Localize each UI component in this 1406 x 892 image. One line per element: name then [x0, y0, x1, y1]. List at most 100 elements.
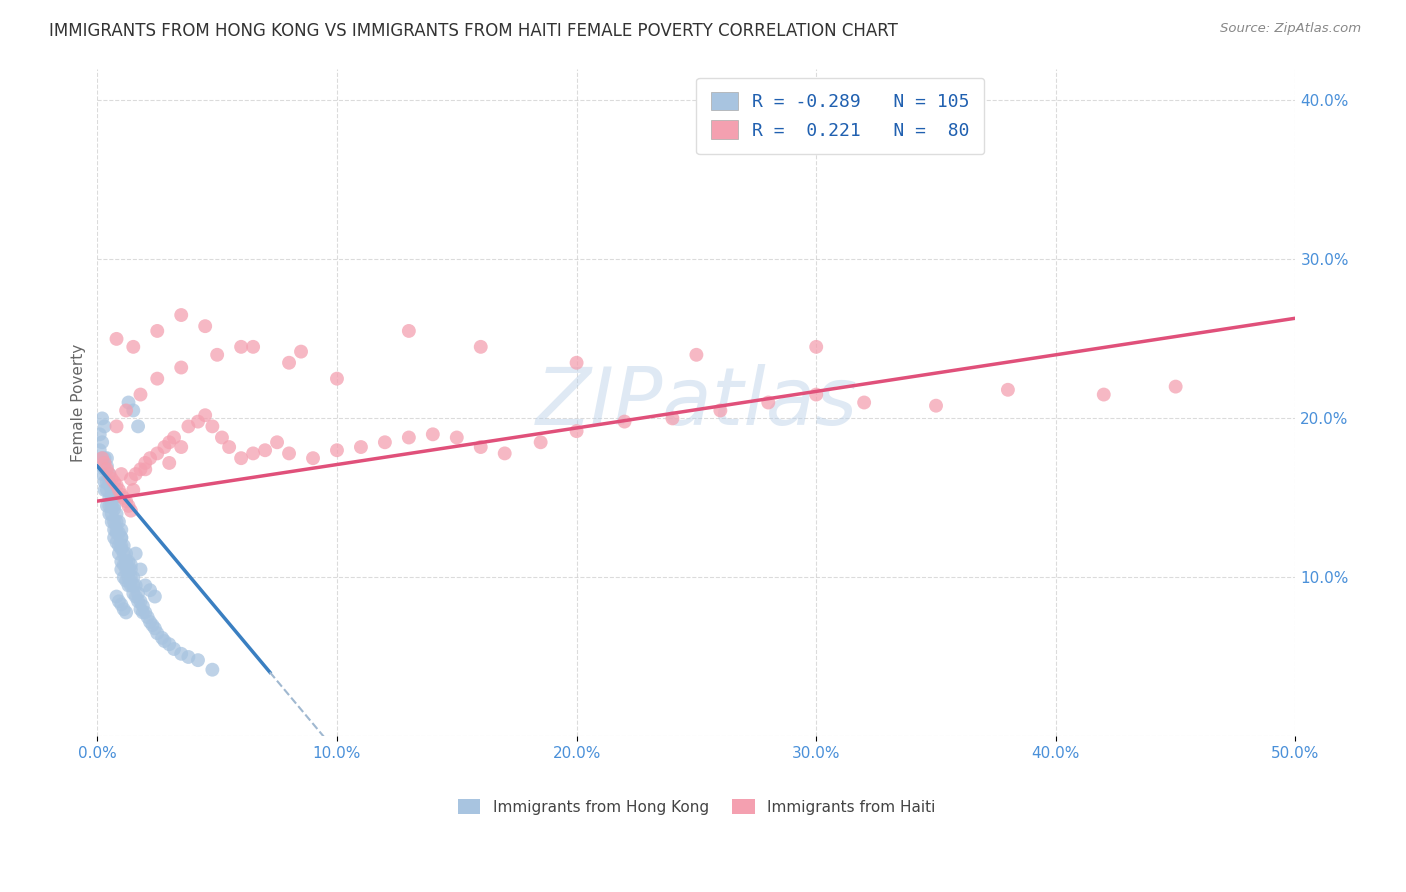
Point [143, 621, 166, 635]
Point [134, 606, 156, 620]
Point [398, 324, 420, 338]
Point [278, 356, 301, 370]
Point [105, 525, 128, 540]
Point [565, 356, 588, 370]
Point [112, 547, 135, 561]
Point [112, 491, 135, 505]
Point [98, 467, 121, 481]
Point [98, 467, 121, 481]
Point [170, 440, 193, 454]
Point [218, 440, 240, 454]
Point [117, 562, 139, 576]
Point [806, 340, 828, 354]
Point [129, 602, 152, 616]
Point [100, 472, 122, 486]
Point [120, 558, 142, 572]
Point [139, 615, 162, 629]
Point [278, 446, 301, 460]
Point [806, 387, 828, 401]
Point [120, 578, 142, 592]
Point [108, 483, 131, 497]
Point [756, 395, 779, 409]
Point [115, 555, 138, 569]
Point [100, 515, 122, 529]
Point [112, 558, 135, 572]
Point [120, 562, 142, 576]
Point [96, 499, 118, 513]
Point [661, 411, 683, 425]
Point [91, 411, 114, 425]
Point [201, 663, 224, 677]
Point [853, 395, 876, 409]
Point [163, 642, 186, 657]
Point [93, 451, 115, 466]
Point [98, 491, 121, 505]
Point [105, 515, 128, 529]
Point [157, 456, 180, 470]
Point [120, 570, 142, 584]
Point [93, 483, 115, 497]
Point [110, 598, 132, 612]
Point [129, 462, 152, 476]
Point [105, 590, 128, 604]
Point [565, 424, 588, 438]
Point [170, 647, 193, 661]
Point [201, 419, 224, 434]
Point [146, 371, 169, 385]
Point [105, 419, 128, 434]
Y-axis label: Female Poverty: Female Poverty [72, 343, 86, 462]
Point [117, 555, 139, 569]
Point [127, 594, 149, 608]
Point [100, 483, 122, 497]
Point [122, 586, 145, 600]
Point [120, 472, 142, 486]
Point [177, 419, 200, 434]
Point [103, 523, 125, 537]
Point [150, 631, 173, 645]
Text: IMMIGRANTS FROM HONG KONG VS IMMIGRANTS FROM HAITI FEMALE POVERTY CORRELATION CH: IMMIGRANTS FROM HONG KONG VS IMMIGRANTS … [49, 22, 898, 40]
Point [110, 531, 132, 545]
Point [100, 507, 122, 521]
Point [105, 332, 128, 346]
Point [374, 435, 396, 450]
Point [117, 578, 139, 592]
Point [127, 586, 149, 600]
Point [100, 499, 122, 513]
Point [103, 475, 125, 489]
Point [685, 348, 707, 362]
Point [96, 483, 118, 497]
Point [205, 348, 228, 362]
Point [997, 383, 1019, 397]
Point [125, 578, 148, 592]
Point [103, 502, 125, 516]
Point [302, 451, 325, 466]
Point [110, 562, 132, 576]
Point [93, 462, 115, 476]
Point [141, 618, 163, 632]
Point [108, 515, 131, 529]
Point [108, 539, 131, 553]
Point [125, 467, 148, 481]
Point [115, 562, 138, 576]
Point [494, 446, 516, 460]
Point [105, 523, 128, 537]
Point [100, 491, 122, 505]
Point [93, 419, 115, 434]
Point [115, 547, 138, 561]
Point [103, 515, 125, 529]
Point [129, 387, 152, 401]
Point [110, 555, 132, 569]
Point [134, 456, 156, 470]
Point [194, 319, 217, 334]
Point [146, 324, 169, 338]
Point [170, 308, 193, 322]
Point [187, 415, 209, 429]
Point [187, 653, 209, 667]
Text: ZIPatlas: ZIPatlas [536, 364, 858, 442]
Point [115, 574, 138, 588]
Point [157, 435, 180, 450]
Point [132, 606, 155, 620]
Point [125, 590, 148, 604]
Point [108, 594, 131, 608]
Point [613, 415, 636, 429]
